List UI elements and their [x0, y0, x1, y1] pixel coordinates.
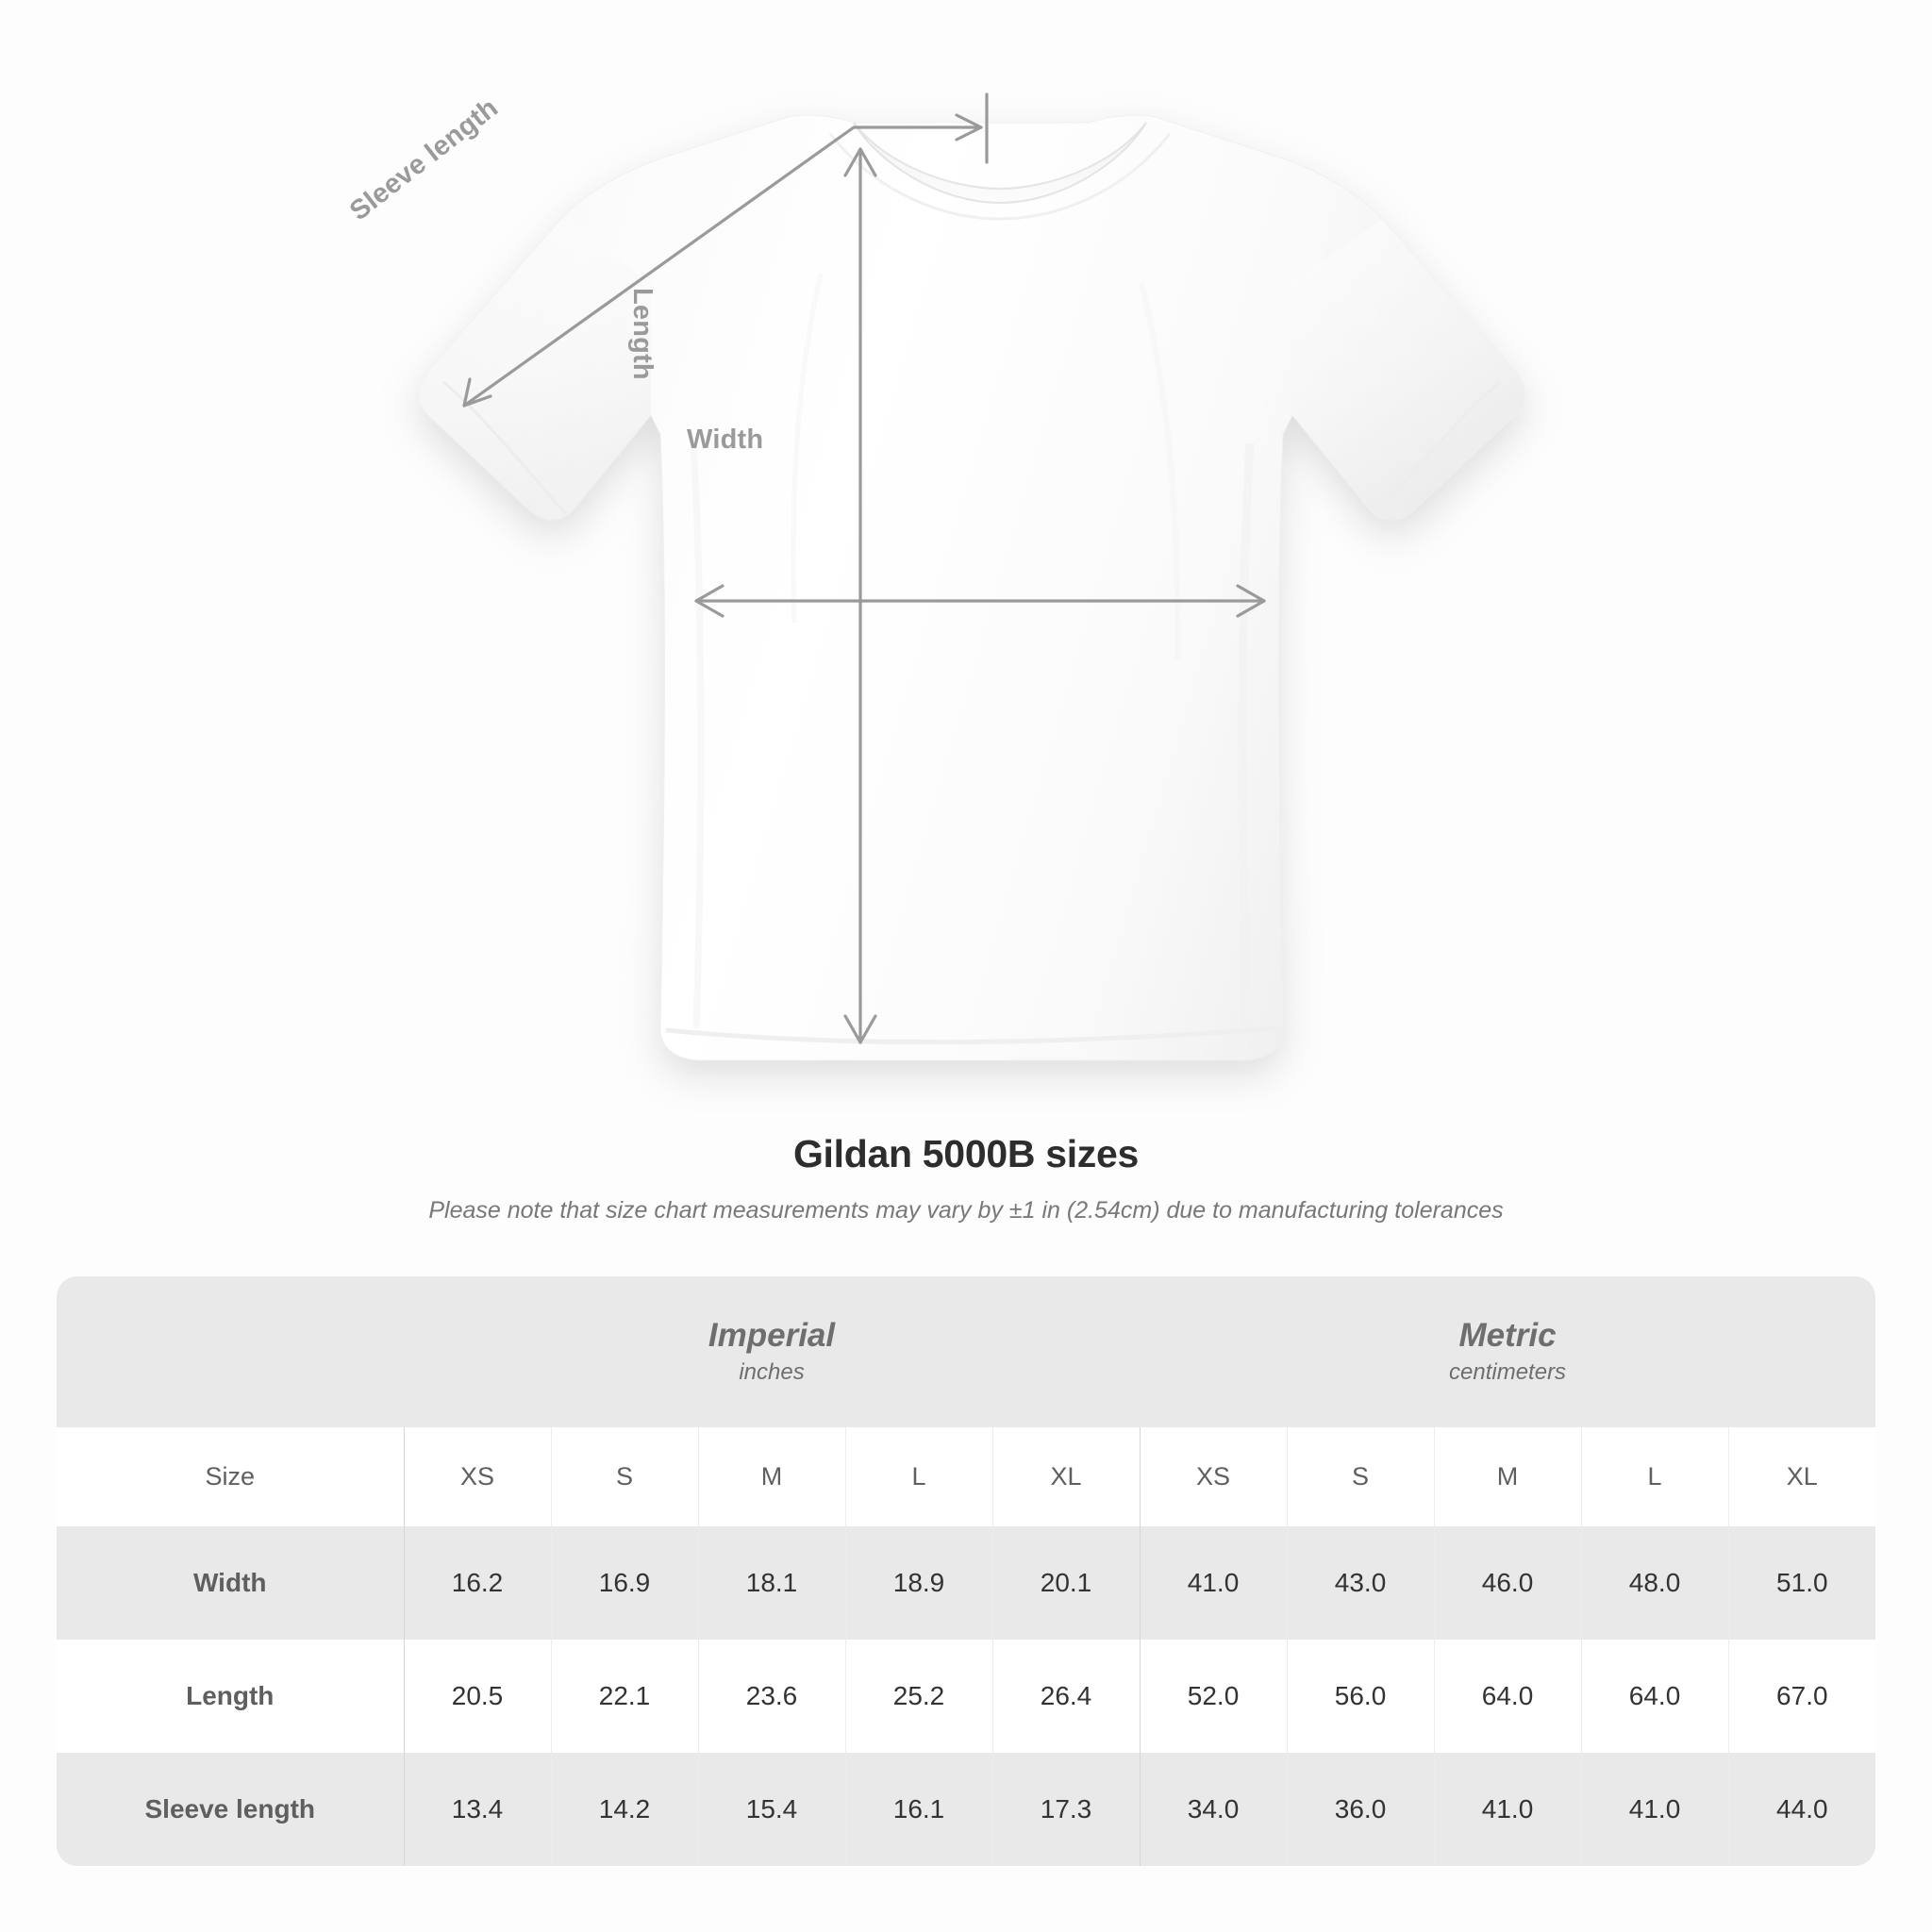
fabric-folds: [690, 273, 1255, 1029]
cell-sleeve-imperial-xs: 13.4: [404, 1753, 552, 1866]
table-row: Sleeve length 13.4 14.2 15.4 16.1 17.3 3…: [57, 1753, 1876, 1866]
cell-width-imperial-l: 18.9: [845, 1526, 993, 1640]
size-column-metric-xs: XS: [1140, 1427, 1288, 1526]
collar: [853, 122, 1147, 205]
cell-length-metric-s: 56.0: [1287, 1640, 1435, 1753]
row-label-width: Width: [57, 1526, 405, 1640]
size-column-metric-s: S: [1287, 1427, 1435, 1526]
row-label-length: Length: [57, 1640, 405, 1753]
cell-length-imperial-xl: 26.4: [992, 1640, 1141, 1753]
cell-width-imperial-xl: 20.1: [992, 1526, 1141, 1640]
cell-length-imperial-s: 22.1: [551, 1640, 699, 1753]
size-column-imperial-xs: XS: [404, 1427, 552, 1526]
cell-sleeve-metric-s: 36.0: [1287, 1753, 1435, 1866]
unit-group-imperial: Imperial inches: [404, 1276, 1141, 1427]
cell-width-imperial-s: 16.9: [551, 1526, 699, 1640]
table-row: Length 20.5 22.1 23.6 25.2 26.4 52.0 56.…: [57, 1640, 1876, 1753]
size-header-row: Size XS S M L XL XS S M L XL: [57, 1427, 1876, 1526]
cell-length-metric-l: 64.0: [1581, 1640, 1729, 1753]
size-column-imperial-xl: XL: [992, 1427, 1141, 1526]
cell-width-metric-xs: 41.0: [1140, 1526, 1288, 1640]
size-column-imperial-s: S: [551, 1427, 699, 1526]
size-column-imperial-l: L: [845, 1427, 993, 1526]
cell-length-imperial-l: 25.2: [845, 1640, 993, 1753]
cell-sleeve-metric-l: 41.0: [1581, 1753, 1729, 1866]
unit-header-row: Imperial inches Metric centimeters: [57, 1276, 1876, 1427]
size-header-label: Size: [57, 1427, 405, 1526]
cell-width-imperial-xs: 16.2: [404, 1526, 552, 1640]
bottom-hem: [665, 1025, 1280, 1045]
cell-length-imperial-xs: 20.5: [404, 1640, 552, 1753]
garment-diagram: Sleeve length Length Width: [344, 92, 1525, 1061]
unit-header-spacer: [57, 1276, 404, 1427]
title-block: Gildan 5000B sizes Please note that size…: [0, 1132, 1932, 1224]
size-table: Imperial inches Metric centimeters Size …: [57, 1276, 1876, 1866]
unit-group-imperial-name: Imperial: [708, 1317, 836, 1355]
size-column-metric-m: M: [1434, 1427, 1582, 1526]
unit-group-imperial-sub: inches: [739, 1359, 805, 1386]
size-column-metric-l: L: [1581, 1427, 1729, 1526]
cell-sleeve-metric-m: 41.0: [1434, 1753, 1582, 1866]
cell-length-metric-m: 64.0: [1434, 1640, 1582, 1753]
cell-length-imperial-m: 23.6: [698, 1640, 846, 1753]
cell-length-metric-xs: 52.0: [1140, 1640, 1288, 1753]
size-column-metric-xl: XL: [1728, 1427, 1876, 1526]
size-table-container: Imperial inches Metric centimeters Size …: [57, 1276, 1876, 1866]
cell-sleeve-metric-xs: 34.0: [1140, 1753, 1288, 1866]
page-title: Gildan 5000B sizes: [792, 1132, 1140, 1175]
cell-sleeve-imperial-s: 14.2: [551, 1753, 699, 1866]
row-label-sleeve-length: Sleeve length: [57, 1753, 405, 1866]
measurement-lines: [462, 92, 1266, 1044]
unit-group-metric-sub: centimeters: [1449, 1359, 1567, 1386]
cell-width-metric-m: 46.0: [1434, 1526, 1582, 1640]
size-column-imperial-m: M: [698, 1427, 846, 1526]
table-row: Width 16.2 16.9 18.1 18.9 20.1 41.0 43.0…: [57, 1526, 1876, 1640]
cell-width-imperial-m: 18.1: [698, 1526, 846, 1640]
length-dimension-label: Length: [627, 288, 658, 380]
left-sleeve-shade: [418, 219, 651, 521]
tolerance-note: Please note that size chart measurements…: [428, 1197, 1504, 1224]
cell-width-metric-s: 43.0: [1287, 1526, 1435, 1640]
cell-width-metric-xl: 51.0: [1728, 1526, 1876, 1640]
unit-group-metric: Metric centimeters: [1140, 1276, 1876, 1427]
cell-sleeve-imperial-l: 16.1: [845, 1753, 993, 1866]
cell-width-metric-l: 48.0: [1581, 1526, 1729, 1640]
width-dimension-label: Width: [687, 425, 764, 455]
tshirt-illustration: [418, 92, 1525, 1061]
unit-group-metric-name: Metric: [1458, 1317, 1557, 1355]
cell-length-metric-xl: 67.0: [1728, 1640, 1876, 1753]
cell-sleeve-metric-xl: 44.0: [1728, 1753, 1876, 1866]
right-sleeve-shade: [1292, 219, 1525, 521]
cell-sleeve-imperial-xl: 17.3: [992, 1753, 1141, 1866]
cell-sleeve-imperial-m: 15.4: [698, 1753, 846, 1866]
